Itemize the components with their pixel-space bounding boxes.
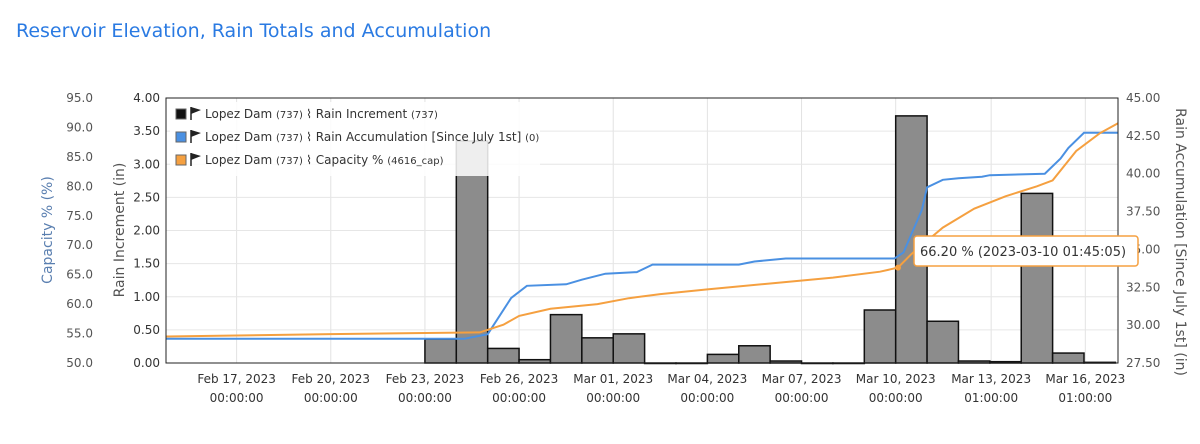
rain-bar[interactable] <box>424 338 458 364</box>
tooltip-box <box>913 235 1139 267</box>
flag-icon <box>190 107 201 120</box>
rain-increment-tick: 1.50 <box>133 257 160 271</box>
legend-swatch <box>175 154 187 166</box>
x-tick-time: 00:00:00 <box>680 391 734 405</box>
x-tick-date: Feb 23, 2023 <box>386 372 465 386</box>
rain-bar[interactable] <box>549 313 583 364</box>
legend-label: Lopez Dam (737) ⌇ Capacity % (4616_cap) <box>205 153 444 167</box>
rain-bar[interactable] <box>738 345 771 364</box>
x-tick-date: Feb 17, 2023 <box>197 372 276 386</box>
rain-accumulation-tick: 42.50 <box>1126 129 1160 143</box>
x-tick-date: Mar 16, 2023 <box>1045 372 1125 386</box>
rain-bar[interactable] <box>1051 352 1085 364</box>
rain-bar[interactable] <box>581 337 614 364</box>
rain-accumulation-tick: 32.50 <box>1126 280 1160 294</box>
rain-increment-tick: 4.00 <box>133 91 160 105</box>
flag-icon <box>190 130 201 143</box>
capacity-tick: 80.0 <box>66 179 93 193</box>
x-tick-time: 01:00:00 <box>1058 391 1112 405</box>
x-tick-time: 00:00:00 <box>775 391 829 405</box>
capacity-tick: 95.0 <box>66 91 93 105</box>
rain-bar[interactable] <box>706 353 740 364</box>
rain-bar[interactable] <box>863 309 897 364</box>
tick-labels: Feb 17, 2023 00:00:00 Feb 20, 2023 00:00:00… <box>40 91 1188 405</box>
page-title: Reservoir Elevation, Rain Totals and Acc… <box>16 20 492 42</box>
capacity-tick: 65.0 <box>66 268 93 282</box>
capacity-tick: 50.0 <box>66 356 93 370</box>
capacity-tick: 75.0 <box>66 209 93 223</box>
x-tick-date: Feb 26, 2023 <box>480 372 559 386</box>
rain-increment-axis-title: Rain Increment (in) <box>112 163 128 298</box>
axes <box>165 97 1119 364</box>
x-tick-time: 00:00:00 <box>210 391 264 405</box>
capacity-line[interactable] <box>165 122 1119 338</box>
x-tick-time: 00:00:00 <box>304 391 358 405</box>
rain-increment-tick: 3.50 <box>133 124 160 138</box>
rain-accumulation-axis-title: Rain Accumulation [Since July 1st] (in) <box>1172 108 1188 376</box>
x-tick-date: Mar 13, 2023 <box>951 372 1031 386</box>
tooltip-marker <box>894 264 901 271</box>
rain-bar[interactable] <box>455 140 489 364</box>
rain-increment-tick: 2.50 <box>133 190 160 204</box>
x-tick-time: 00:00:00 <box>398 391 452 405</box>
rain-increment-tick: 3.00 <box>133 157 160 171</box>
rain-bar[interactable] <box>486 347 520 364</box>
capacity-tick: 60.0 <box>66 297 93 311</box>
rain-accumulation-tick: 37.50 <box>1126 205 1160 219</box>
rain-bar[interactable] <box>612 333 646 364</box>
rain-accumulation-tick: 45.00 <box>1126 91 1160 105</box>
rain-increment-tick: 0.50 <box>133 323 160 337</box>
legend-box <box>170 102 540 176</box>
tooltip: 66.20 % (2023-03-10 01:45:05) <box>894 235 1139 271</box>
tooltip-text: 66.20 % (2023-03-10 01:45:05) <box>920 245 1126 260</box>
legend-swatch <box>175 108 187 120</box>
x-tick-time: 00:00:00 <box>586 391 640 405</box>
rain-increment-tick: 0.00 <box>133 356 160 370</box>
legend-swatch <box>175 131 187 143</box>
capacity-tick: 55.0 <box>66 327 93 341</box>
x-tick-time: 00:00:00 <box>492 391 546 405</box>
x-tick-date: Mar 07, 2023 <box>762 372 842 386</box>
legend: Lopez Dam (737) ⌇ Rain Increment (737) Lo… <box>170 102 540 176</box>
legend-label: Lopez Dam (737) ⌇ Rain Increment (737) <box>205 107 438 121</box>
x-tick-date: Feb 20, 2023 <box>292 372 371 386</box>
x-tick-date: Mar 04, 2023 <box>667 372 747 386</box>
legend-label: Lopez Dam (737) ⌇ Rain Accumulation [Sin… <box>205 130 539 144</box>
rain-increment-tick: 1.00 <box>133 290 160 304</box>
rain-bar[interactable] <box>1020 192 1054 364</box>
rain-increment-tick: 2.00 <box>133 224 160 238</box>
capacity-tick: 70.0 <box>66 238 93 252</box>
x-tick-time: 00:00:00 <box>869 391 923 405</box>
capacity-axis-title: Capacity % (%) <box>40 176 56 284</box>
flag-icon <box>190 153 201 166</box>
rain-increment-bars <box>424 115 1117 365</box>
x-tick-date: Mar 10, 2023 <box>856 372 936 386</box>
rain-bar[interactable] <box>926 320 960 364</box>
rain-accumulation-tick: 40.00 <box>1126 167 1160 181</box>
plot-border <box>165 97 1119 364</box>
rain-accumulation-tick: 30.00 <box>1126 318 1160 332</box>
capacity-tick: 90.0 <box>66 120 93 134</box>
capacity-tick: 85.0 <box>66 150 93 164</box>
x-tick-time: 01:00:00 <box>964 391 1018 405</box>
x-tick-date: Mar 01, 2023 <box>573 372 653 386</box>
rain-accumulation-line[interactable] <box>166 131 1118 340</box>
rain-accumulation-tick: 27.50 <box>1126 356 1160 370</box>
